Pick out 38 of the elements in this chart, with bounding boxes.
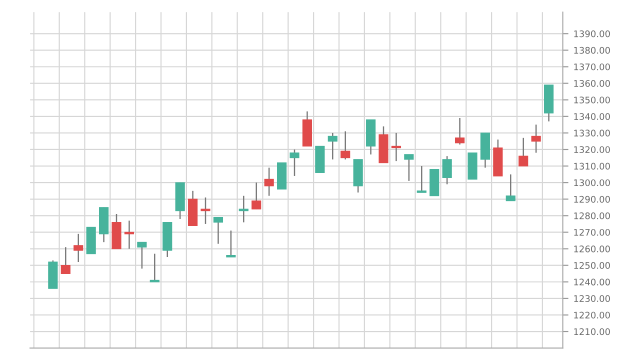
y-tick-label: 1360.00 [574, 80, 610, 87]
candlestick [264, 167, 274, 196]
y-tick-label: 1350.00 [574, 96, 610, 104]
candlestick [518, 137, 528, 167]
y-tick-label: 1330.00 [574, 130, 610, 136]
y-tick-label: 1320.00 [574, 146, 610, 154]
y-tick-label: 1390.00 [574, 30, 610, 38]
candlestick [226, 230, 236, 258]
candlestick [252, 182, 262, 210]
candlestick [290, 148, 300, 177]
y-tick-label: 1380.00 [574, 46, 610, 54]
y-tick-label: 1260.00 [574, 246, 610, 252]
candlestick [442, 155, 452, 185]
candlestick [74, 233, 84, 263]
y-tick-label: 1230.00 [574, 295, 610, 302]
candlestick [404, 154, 414, 182]
candlestick [328, 132, 338, 160]
candlestick [238, 195, 248, 223]
candlestick [213, 216, 224, 244]
y-tick-label: 1210.00 [574, 328, 610, 336]
candlestick [531, 124, 541, 154]
candlestick [416, 165, 426, 194]
y-tick-label: 1340.00 [574, 113, 610, 120]
y-tick-label: 1250.00 [574, 262, 610, 269]
y-tick-label: 1290.00 [574, 196, 610, 203]
y-tick-label: 1220.00 [574, 312, 610, 319]
y-tick-label: 1310.00 [574, 162, 610, 170]
candlestick [60, 246, 70, 274]
y-tick-label: 1280.00 [574, 212, 610, 220]
y-tick-label: 1270.00 [574, 228, 610, 236]
y-tick-label: 1370.00 [574, 63, 610, 70]
candlestick [506, 174, 516, 202]
y-tick-label: 1240.00 [574, 278, 610, 286]
candlestick [137, 242, 147, 270]
candlestick [340, 130, 350, 160]
candlestick [454, 117, 465, 146]
y-tick-label: 1300.00 [574, 179, 610, 186]
candlestick [200, 196, 210, 225]
